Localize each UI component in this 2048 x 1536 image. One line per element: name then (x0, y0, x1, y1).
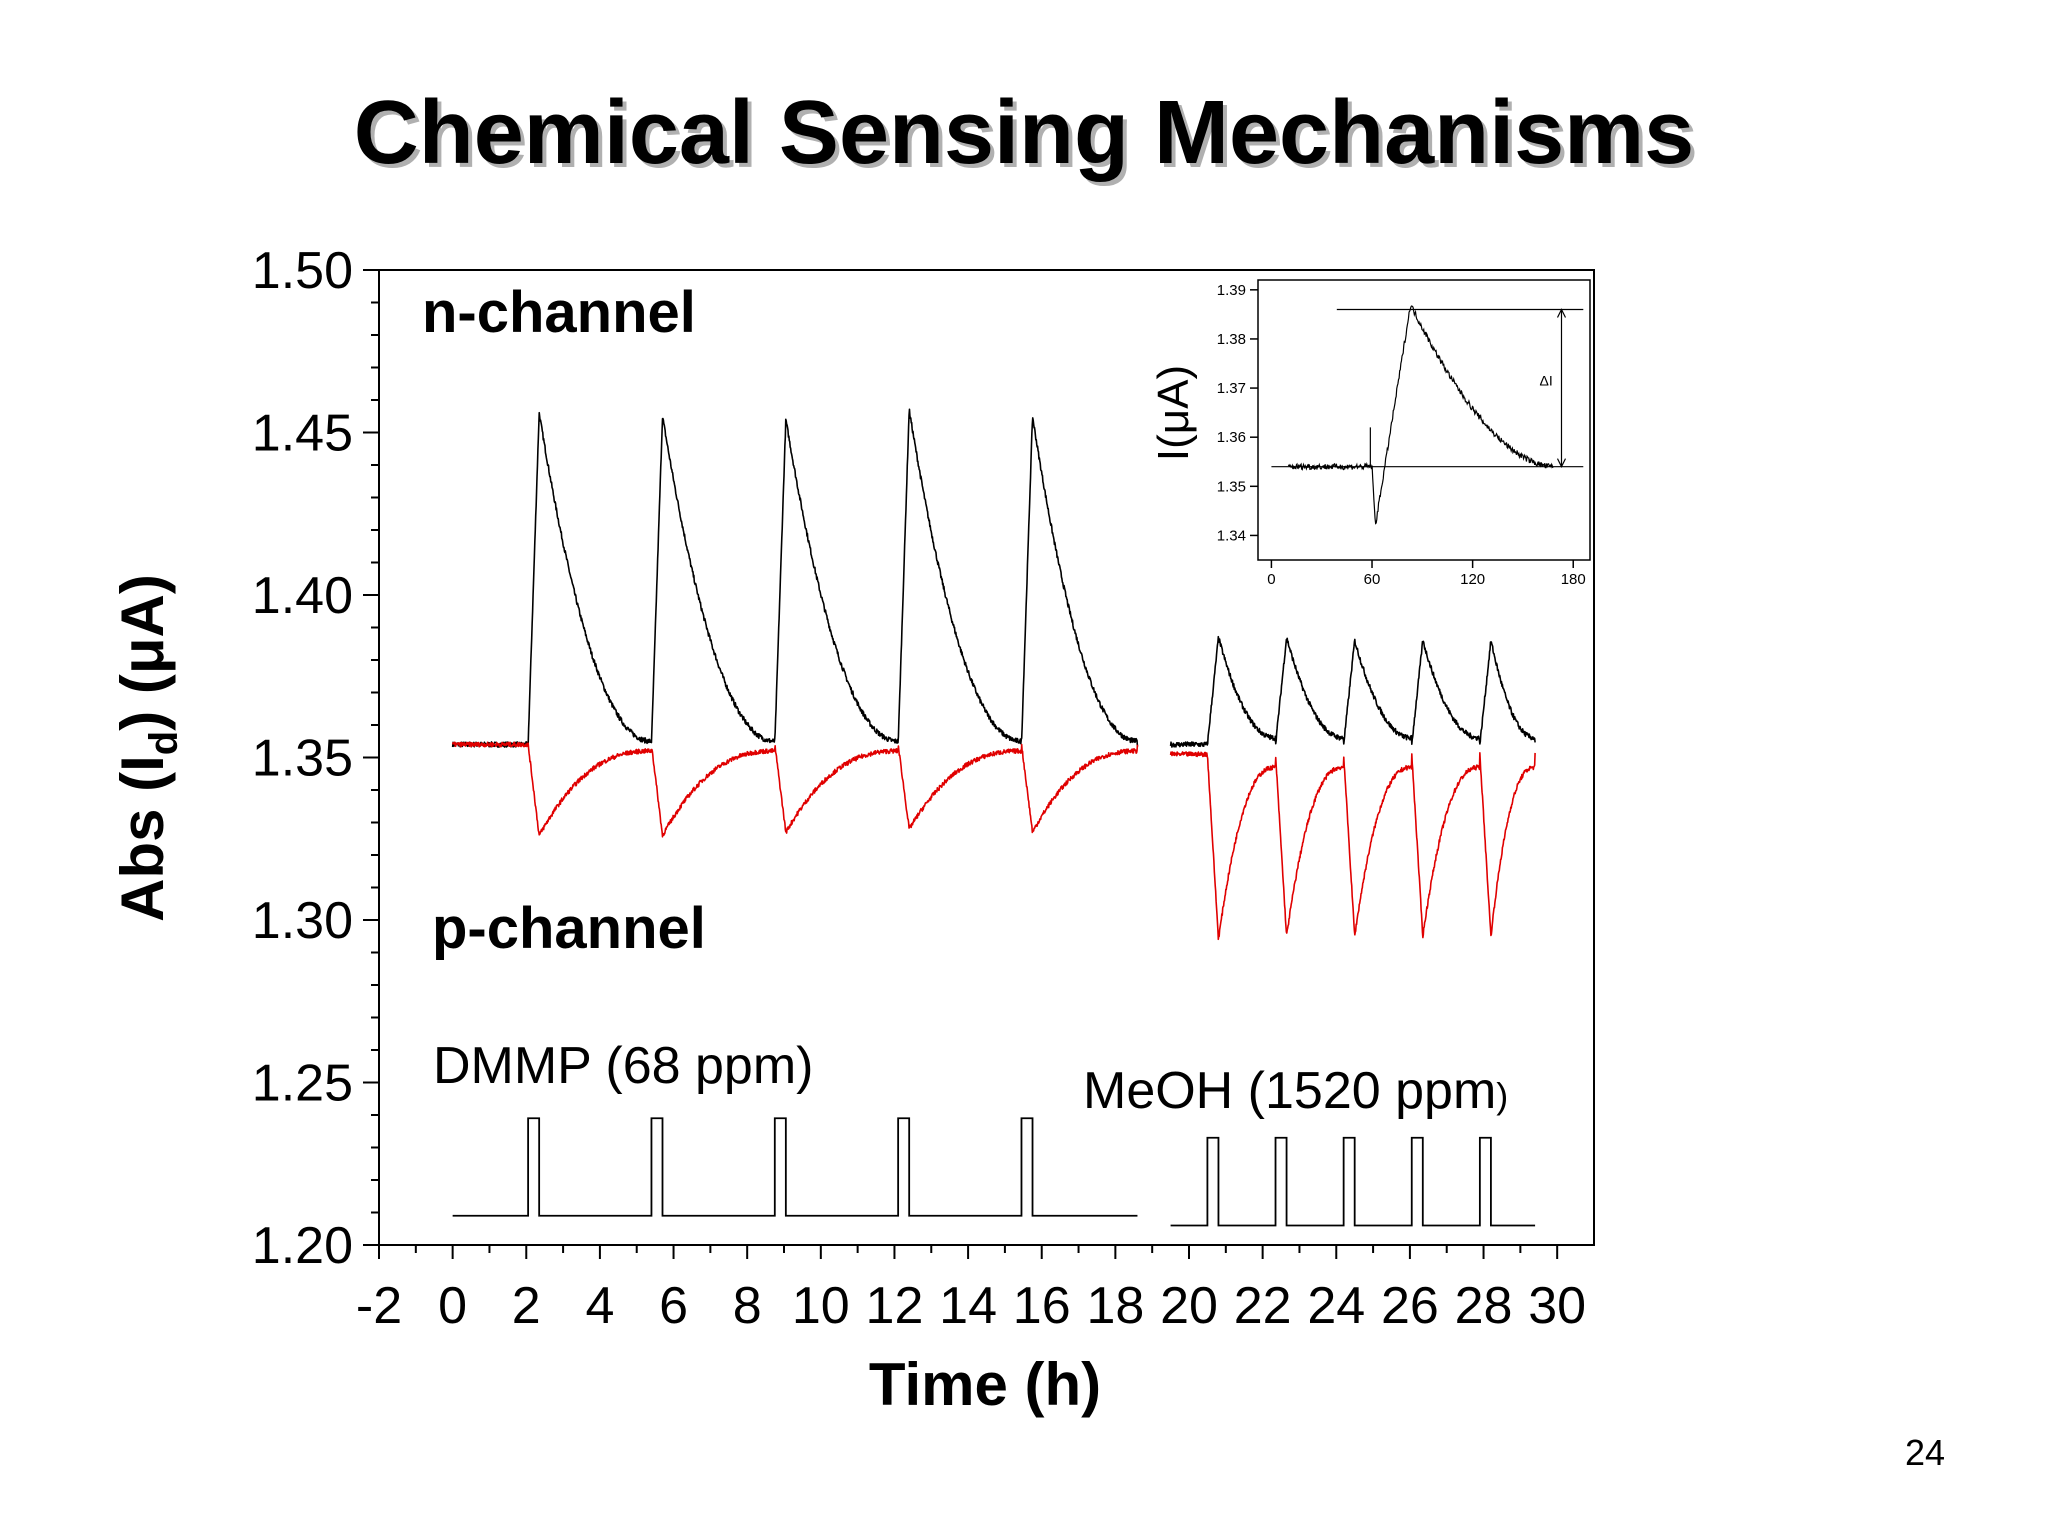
inset-y-tick-label: 1.39 (1217, 282, 1246, 299)
annotation-meoh-paren: ) (1496, 1075, 1508, 1116)
annotation-meoh: MeOH (1520 ppm) (1083, 1062, 1508, 1120)
series-line-p-channel-0 (451, 741, 1139, 838)
x-tick-label: 10 (792, 1277, 850, 1335)
inset-arrow-head-up (1556, 308, 1567, 318)
inset-y-tick-label: 1.38 (1217, 331, 1246, 348)
series-line-gas-pulses-1 (1170, 1136, 1536, 1227)
main-annotations: n-channel p-channel DMMP (68 ppm) MeOH (… (422, 280, 1508, 1120)
annotation-n-channel: n-channel (422, 280, 696, 345)
series-line-p-channel-1 (1169, 751, 1536, 941)
y-tick-label: 1.40 (252, 567, 353, 625)
inset-y-tick-label: 1.35 (1217, 478, 1246, 495)
x-tick-label: 22 (1234, 1277, 1292, 1335)
x-tick-label: 16 (1013, 1277, 1071, 1335)
y-axis-label-rest: ) (μA) (109, 574, 176, 731)
x-tick-label: 0 (438, 1277, 467, 1335)
inset-y-tick-label: 1.37 (1217, 380, 1246, 397)
x-tick-label: 12 (866, 1277, 924, 1335)
inset-chart: I(μA) 0 60 120 180 1.34 1.35 1.36 1.37 1.38 1.39 Δ… (1149, 279, 1591, 588)
series-line-n-channel-1 (1169, 635, 1536, 748)
x-tick-label: 8 (733, 1277, 762, 1335)
y-axis-label-subscript: d (142, 731, 186, 755)
x-axis-label: Time (h) (869, 1351, 1101, 1418)
inset-arrow-head-down (1556, 458, 1567, 469)
y-axis-label-main: Abs (I (109, 755, 176, 922)
slide-title: Chemical Sensing Mechanisms (353, 83, 1695, 183)
x-tick-label: 24 (1307, 1277, 1365, 1335)
y-tick-label: 1.45 (252, 405, 353, 463)
main-plot: -2 0 2 4 6 8 10 12 14 16 18 20 22 24 26 28 301.201.251.3… (252, 242, 1595, 1335)
y-tick-label: 1.30 (252, 892, 353, 950)
x-tick-label: 18 (1086, 1277, 1144, 1335)
y-tick-label: 1.50 (252, 242, 353, 300)
x-tick-label: 6 (659, 1277, 688, 1335)
x-tick-label: 2 (512, 1277, 541, 1335)
main-series (451, 408, 1536, 1227)
x-tick-label: 20 (1160, 1277, 1218, 1335)
series-line-n-channel-0 (451, 408, 1139, 748)
inset-y-axis-label: I(μA) (1149, 365, 1198, 461)
x-tick-label: 4 (585, 1277, 614, 1335)
inset-x-tick-label: 60 (1364, 571, 1381, 588)
y-axis-label: Abs (Id) (μA) (109, 574, 186, 922)
inset-series-line (1287, 305, 1554, 525)
inset-x-tick-label: 180 (1561, 571, 1586, 588)
inset-y-tick-label: 1.36 (1217, 429, 1246, 446)
annotation-meoh-text: MeOH (1520 ppm (1083, 1062, 1496, 1120)
inset-frame (1257, 279, 1591, 561)
axis-labels: Time (h) Abs (Id) (μA) (109, 574, 1101, 1418)
inset-y-tick-label: 1.34 (1217, 527, 1246, 544)
annotation-p-channel: p-channel (432, 896, 706, 961)
x-tick-label: 30 (1528, 1277, 1586, 1335)
inset-delta-label: ΔI (1539, 373, 1552, 389)
y-tick-label: 1.35 (252, 730, 353, 788)
x-tick-label: 14 (939, 1277, 997, 1335)
inset-x-tick-label: 120 (1460, 571, 1485, 588)
y-tick-label: 1.20 (252, 1217, 353, 1275)
series-line-gas-pulses-0 (452, 1117, 1138, 1217)
annotation-dmmp: DMMP (68 ppm) (433, 1037, 813, 1095)
x-tick-label: -2 (356, 1277, 402, 1335)
y-tick-label: 1.25 (252, 1055, 353, 1113)
inset-x-tick-label: 0 (1267, 571, 1275, 588)
x-tick-label: 26 (1381, 1277, 1439, 1335)
x-tick-label: 28 (1455, 1277, 1513, 1335)
slide-number: 24 (1904, 1432, 1945, 1473)
